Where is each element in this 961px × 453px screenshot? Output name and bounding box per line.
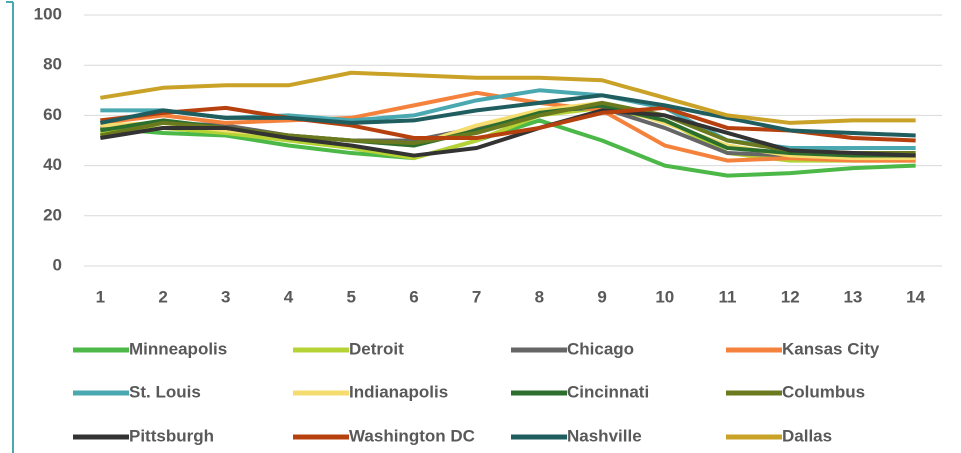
series-line (100, 90, 916, 163)
x-tick-label: 4 (284, 287, 294, 306)
series-line (100, 118, 916, 178)
x-tick-label: 3 (221, 287, 230, 306)
x-tick-label: 1 (96, 287, 105, 306)
legend-label: Cincinnati (567, 382, 649, 401)
x-tick-label: 10 (655, 287, 674, 306)
series-line (100, 108, 916, 158)
legend-label: Dallas (782, 426, 832, 445)
legend-label: Detroit (349, 339, 404, 358)
legend-label: Nashville (567, 426, 642, 445)
y-tick-label: 20 (43, 205, 62, 224)
x-tick-label: 13 (843, 287, 862, 306)
x-tick-label: 6 (409, 287, 418, 306)
x-tick-label: 14 (906, 287, 925, 306)
x-tick-label: 2 (158, 287, 167, 306)
legend-label: St. Louis (129, 382, 201, 401)
x-tick-label: 7 (472, 287, 481, 306)
legend-label: Columbus (782, 382, 865, 401)
x-tick-label: 9 (597, 287, 606, 306)
x-tick-label: 12 (781, 287, 800, 306)
y-tick-label: 60 (43, 105, 62, 124)
legend-label: Kansas City (782, 339, 880, 358)
legend-label: Indianapolis (349, 382, 448, 401)
y-tick-label: 0 (53, 255, 62, 274)
series-line (99, 93, 916, 138)
legend-label: Pittsburgh (129, 426, 214, 445)
x-tick-label: 8 (535, 287, 544, 306)
legend-label: Washington DC (349, 426, 475, 445)
y-tick-label: 40 (43, 155, 62, 174)
series-line (100, 70, 916, 125)
legend-label: Chicago (567, 339, 634, 358)
legend-label: Minneapolis (129, 339, 227, 358)
x-tick-label: 11 (719, 287, 737, 306)
x-tick-label: 5 (346, 287, 355, 306)
y-tick-label: 100 (34, 4, 62, 23)
y-tick-label: 80 (43, 55, 62, 74)
